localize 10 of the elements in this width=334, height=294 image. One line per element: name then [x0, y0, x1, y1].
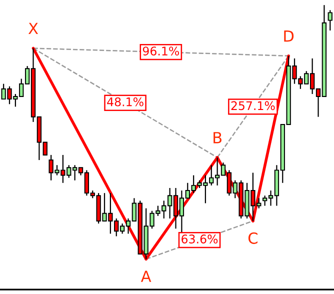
annotation: B	[214, 132, 222, 144]
candlestick	[328, 10, 332, 32]
annotation: 63.6%	[182, 234, 218, 244]
annotation: 48.1%	[107, 97, 144, 106]
annotation: A	[140, 270, 152, 282]
annotation: 96.1%	[142, 46, 180, 56]
annotation: X	[28, 22, 38, 34]
annotation: 257.1%	[231, 101, 275, 110]
annotation: C	[248, 232, 258, 244]
annotation: D	[284, 30, 294, 42]
